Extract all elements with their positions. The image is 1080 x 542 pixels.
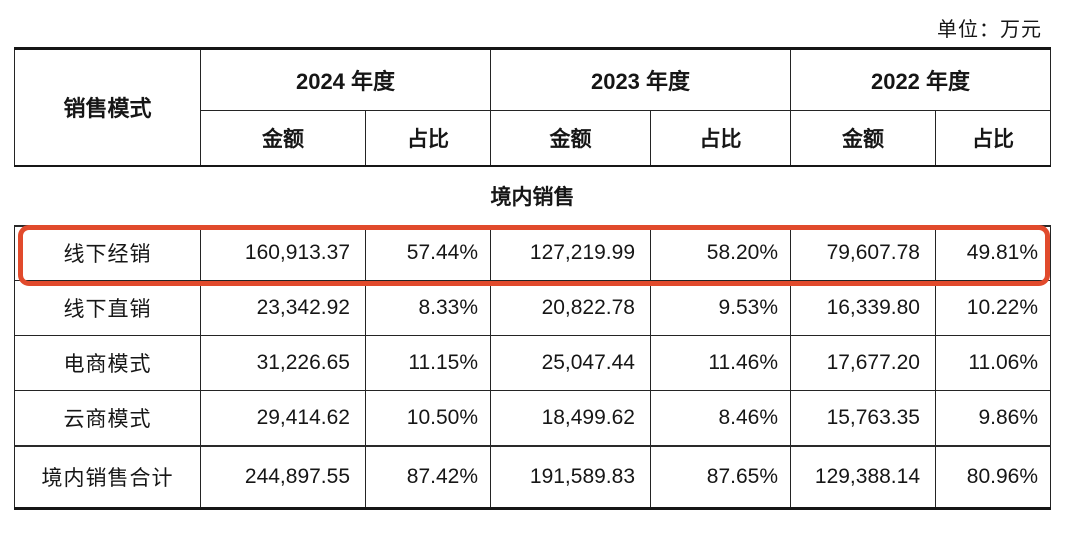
column-header-year-2024: 2024 年度 bbox=[200, 47, 491, 111]
amount-cell: 16,339.80 bbox=[790, 280, 936, 336]
column-header-ratio-2024: 占比 bbox=[365, 110, 491, 167]
column-header-amount-2023: 金额 bbox=[490, 110, 651, 167]
column-header-ratio-2023: 占比 bbox=[650, 110, 791, 167]
row-label: 线下经销 bbox=[14, 225, 201, 281]
ratio-cell: 9.86% bbox=[935, 390, 1051, 446]
ratio-cell: 8.46% bbox=[650, 390, 791, 446]
row-label: 云商模式 bbox=[14, 390, 201, 446]
sales-mode-table: 销售模式 2024 年度 2023 年度 2022 年度 金额 占比 金额 占比… bbox=[14, 47, 1051, 510]
ratio-cell: 9.53% bbox=[650, 280, 791, 336]
table-row: 电商模式 31,226.65 11.15% 25,047.44 11.46% 1… bbox=[14, 335, 1051, 391]
amount-cell: 18,499.62 bbox=[490, 390, 651, 446]
amount-cell: 31,226.65 bbox=[200, 335, 366, 391]
table-row: 线下直销 23,342.92 8.33% 20,822.78 9.53% 16,… bbox=[14, 280, 1051, 336]
column-header-amount-2024: 金额 bbox=[200, 110, 366, 167]
section-row-domestic-sales: 境内销售 bbox=[14, 165, 1051, 227]
ratio-cell: 10.22% bbox=[935, 280, 1051, 336]
amount-cell: 20,822.78 bbox=[490, 280, 651, 336]
header-row-subcolumns: 金额 占比 金额 占比 金额 占比 bbox=[15, 110, 1051, 167]
ratio-cell: 11.15% bbox=[365, 335, 491, 391]
ratio-cell: 58.20% bbox=[650, 225, 791, 281]
amount-cell: 160,913.37 bbox=[200, 225, 366, 281]
amount-cell: 17,677.20 bbox=[790, 335, 936, 391]
amount-cell: 191,589.83 bbox=[490, 444, 651, 510]
column-header-year-2023: 2023 年度 bbox=[490, 47, 791, 111]
row-label: 境内销售合计 bbox=[14, 444, 201, 510]
row-label: 线下直销 bbox=[14, 280, 201, 336]
table-row: 云商模式 29,414.62 10.50% 18,499.62 8.46% 15… bbox=[14, 390, 1051, 446]
column-header-ratio-2022: 占比 bbox=[935, 110, 1051, 167]
ratio-cell: 10.50% bbox=[365, 390, 491, 446]
ratio-cell: 11.06% bbox=[935, 335, 1051, 391]
column-header-sales-mode: 销售模式 bbox=[14, 47, 201, 167]
amount-cell: 129,388.14 bbox=[790, 444, 936, 510]
ratio-cell: 80.96% bbox=[935, 444, 1051, 510]
amount-cell: 15,763.35 bbox=[790, 390, 936, 446]
amount-cell: 25,047.44 bbox=[490, 335, 651, 391]
amount-cell: 29,414.62 bbox=[200, 390, 366, 446]
row-label: 电商模式 bbox=[14, 335, 201, 391]
amount-cell: 127,219.99 bbox=[490, 225, 651, 281]
ratio-cell: 57.44% bbox=[365, 225, 491, 281]
unit-label: 单位：万元 bbox=[937, 19, 1042, 41]
highlighted-row: 线下经销 160,913.37 57.44% 127,219.99 58.20%… bbox=[14, 225, 1051, 281]
ratio-cell: 11.46% bbox=[650, 335, 791, 391]
section-label: 境内销售 bbox=[14, 165, 1051, 227]
amount-cell: 23,342.92 bbox=[200, 280, 366, 336]
table-row-total: 境内销售合计 244,897.55 87.42% 191,589.83 87.6… bbox=[14, 444, 1051, 510]
ratio-cell: 49.81% bbox=[935, 225, 1051, 281]
ratio-cell: 8.33% bbox=[365, 280, 491, 336]
ratio-cell: 87.42% bbox=[365, 444, 491, 510]
column-header-amount-2022: 金额 bbox=[790, 110, 936, 167]
amount-cell: 79,607.78 bbox=[790, 225, 936, 281]
amount-cell: 244,897.55 bbox=[200, 444, 366, 510]
ratio-cell: 87.65% bbox=[650, 444, 791, 510]
header-row-years: 销售模式 2024 年度 2023 年度 2022 年度 bbox=[14, 47, 1051, 167]
column-header-year-2022: 2022 年度 bbox=[790, 47, 1051, 111]
